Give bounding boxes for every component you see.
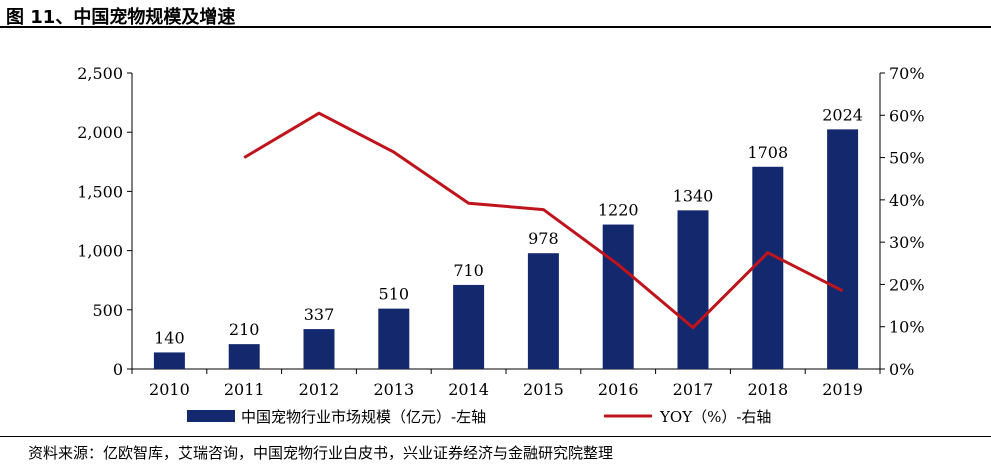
legend-bar-swatch	[187, 410, 235, 422]
x-tick-label: 2010	[149, 380, 190, 399]
left-tick-label: 2,500	[77, 64, 123, 83]
right-tick-label: 50%	[889, 149, 925, 168]
yoy-line	[243, 111, 844, 330]
chart: 0 500 1,000 1,500 2,000 2,500 0% 10% 20% 30% 40% 50…	[77, 64, 924, 426]
left-tick-label: 1,000	[77, 242, 123, 261]
right-tick-label: 40%	[889, 191, 925, 210]
bar	[228, 344, 260, 369]
right-tick-label: 70%	[889, 64, 925, 83]
bar-value-label: 710	[453, 261, 484, 280]
bar	[602, 224, 634, 369]
bar	[453, 284, 485, 369]
bar-value-label: 1340	[673, 186, 714, 205]
source-rule	[0, 436, 991, 437]
x-tick-label: 2017	[673, 380, 714, 399]
bar-value-label: 1220	[598, 201, 639, 220]
x-tick-label: 2011	[224, 380, 265, 399]
left-tick-label: 0	[113, 360, 123, 379]
bars-layer: 140 210 337 510 710 978 1220 1340 1708 2024	[153, 105, 863, 369]
bar	[303, 329, 335, 369]
bar-value-label: 140	[154, 328, 185, 347]
right-tick-label: 30%	[889, 233, 925, 252]
x-tick-label: 2019	[822, 380, 863, 399]
right-tick-label: 10%	[889, 318, 925, 337]
bar	[527, 253, 559, 369]
legend-line-label: YOY（%）-右轴	[659, 408, 771, 426]
figure-title: 图 11、中国宠物规模及增速	[6, 7, 236, 28]
bar	[378, 308, 410, 369]
bar-value-label: 337	[304, 305, 335, 324]
bar-value-label: 1708	[747, 143, 788, 162]
x-tick-label: 2015	[523, 380, 564, 399]
bar-value-label: 510	[379, 285, 410, 304]
legend: 中国宠物行业市场规模（亿元）-左轴 YOY（%）-右轴	[187, 408, 771, 426]
left-tick-label: 1,500	[77, 182, 123, 201]
legend-bar-label: 中国宠物行业市场规模（亿元）-左轴	[241, 408, 486, 426]
x-tick-label: 2014	[448, 380, 489, 399]
right-tick-label: 0%	[889, 360, 914, 379]
bar-value-label: 210	[229, 320, 260, 339]
line-layer	[243, 111, 844, 330]
bar	[827, 129, 859, 369]
title-rule	[0, 26, 991, 28]
left-tick-label: 500	[92, 301, 123, 320]
x-tick-label: 2016	[598, 380, 639, 399]
bar	[752, 166, 784, 369]
bar	[153, 352, 185, 369]
x-tick-label: 2013	[373, 380, 414, 399]
x-tick-label: 2018	[747, 380, 788, 399]
bar-value-label: 2024	[822, 105, 863, 124]
source-note: 资料来源：亿欧智库，艾瑞咨询，中国宠物行业白皮书，兴业证券经济与金融研究院整理	[28, 444, 614, 462]
left-tick-label: 2,000	[77, 123, 123, 142]
bar	[677, 210, 709, 369]
axes-layer: 0 500 1,000 1,500 2,000 2,500 0% 10% 20% 30% 40% 50…	[77, 64, 924, 399]
bar-value-label: 978	[528, 229, 559, 248]
right-tick-label: 60%	[889, 106, 925, 125]
right-tick-label: 20%	[889, 275, 925, 294]
x-tick-label: 2012	[299, 380, 340, 399]
